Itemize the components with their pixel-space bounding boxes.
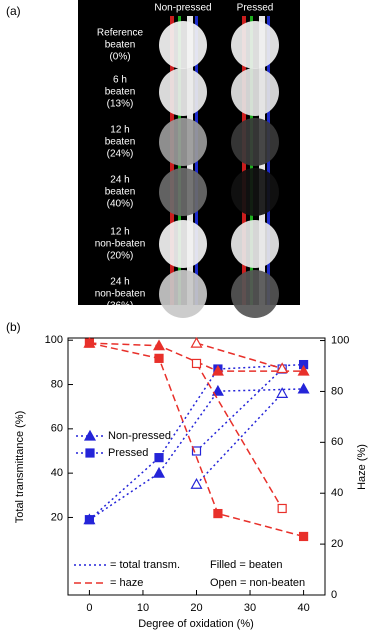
note: Filled = beaten bbox=[210, 559, 282, 571]
sample-disc bbox=[159, 118, 207, 166]
marker bbox=[276, 362, 289, 374]
row-label: non-beaten bbox=[95, 239, 146, 250]
row-label: beaten bbox=[105, 187, 136, 198]
row-label: (40%) bbox=[107, 199, 134, 210]
sample-disc bbox=[231, 168, 279, 216]
row-label: (36%) bbox=[107, 301, 134, 312]
series-line bbox=[195, 363, 283, 509]
y-tick-label: 100 bbox=[45, 334, 63, 346]
sample-disc bbox=[231, 220, 279, 268]
panel-label: (b) bbox=[6, 320, 21, 334]
y2-tick-label: 80 bbox=[331, 385, 343, 397]
series-line bbox=[89, 342, 304, 372]
note: = haze bbox=[110, 577, 143, 589]
series-line bbox=[195, 368, 283, 452]
row-label: (13%) bbox=[107, 99, 134, 110]
marker bbox=[84, 515, 95, 525]
row-label: (20%) bbox=[107, 251, 134, 262]
y2-tick-label: 60 bbox=[331, 436, 343, 448]
sample-disc bbox=[231, 68, 279, 116]
row-label: 12 h bbox=[110, 125, 129, 136]
row-label: 12 h bbox=[110, 227, 129, 238]
sample-disc bbox=[231, 21, 279, 69]
row-label: non-beaten bbox=[95, 289, 146, 300]
marker bbox=[297, 364, 310, 376]
legend-marker bbox=[83, 429, 97, 441]
x-tick-label: 10 bbox=[137, 602, 149, 614]
panel-label: (a) bbox=[6, 4, 21, 18]
row-label: (0%) bbox=[109, 52, 130, 63]
series-line bbox=[88, 388, 304, 521]
marker bbox=[190, 477, 203, 489]
marker bbox=[191, 358, 202, 369]
sample-disc bbox=[231, 270, 279, 318]
y-axis-title: Total transmittance (%) bbox=[14, 411, 26, 523]
x-tick-label: 0 bbox=[86, 602, 92, 614]
y-tick-label: 40 bbox=[51, 467, 63, 479]
y-tick-label: 60 bbox=[51, 423, 63, 435]
sample-disc bbox=[159, 21, 207, 69]
row-label: beaten bbox=[105, 40, 136, 51]
x-tick-label: 40 bbox=[297, 602, 309, 614]
sample-disc bbox=[159, 168, 207, 216]
x-tick-label: 20 bbox=[190, 602, 202, 614]
y-tick-label: 80 bbox=[51, 378, 63, 390]
series-line bbox=[88, 363, 304, 521]
sample-disc bbox=[159, 270, 207, 318]
legend-marker bbox=[85, 448, 95, 458]
marker bbox=[153, 466, 166, 478]
note: Open = non-beaten bbox=[210, 577, 305, 589]
series-line bbox=[89, 342, 304, 538]
sample-disc bbox=[231, 118, 279, 166]
marker bbox=[277, 503, 287, 514]
marker bbox=[211, 364, 224, 376]
marker bbox=[153, 339, 166, 351]
legend-label: Pressed bbox=[108, 447, 148, 459]
marker bbox=[297, 382, 310, 394]
row-label: 6 h bbox=[113, 75, 127, 86]
sample-disc bbox=[159, 220, 207, 268]
column-header: Pressed bbox=[237, 3, 274, 14]
y2-tick-label: 100 bbox=[331, 334, 349, 346]
plot-frame bbox=[67, 337, 326, 596]
marker bbox=[298, 531, 309, 542]
row-label: beaten bbox=[105, 87, 136, 98]
marker bbox=[154, 353, 164, 363]
row-label: Reference bbox=[97, 28, 144, 39]
column-header: Non-pressed bbox=[154, 3, 211, 14]
row-label: beaten bbox=[105, 137, 136, 148]
series-line bbox=[196, 342, 283, 370]
y2-tick-label: 20 bbox=[331, 538, 343, 550]
series-line bbox=[195, 392, 283, 485]
marker bbox=[191, 446, 202, 456]
y2-axis-title: Haze (%) bbox=[356, 444, 368, 490]
y2-tick-label: 40 bbox=[331, 487, 343, 499]
row-label: 24 h bbox=[110, 277, 129, 288]
y2-tick-label: 0 bbox=[331, 589, 337, 601]
legend-label: Non-pressed bbox=[108, 430, 171, 442]
marker bbox=[276, 387, 289, 398]
x-tick-label: 30 bbox=[244, 602, 256, 614]
marker bbox=[84, 338, 95, 348]
row-label: 24 h bbox=[110, 175, 129, 186]
marker bbox=[154, 453, 164, 463]
marker bbox=[211, 384, 224, 396]
sample-disc bbox=[159, 68, 207, 116]
marker bbox=[190, 336, 203, 348]
note: = total transm. bbox=[110, 559, 180, 571]
row-label: (24%) bbox=[107, 149, 134, 160]
y-tick-label: 20 bbox=[51, 511, 63, 523]
x-axis-title: Degree of oxidation (%) bbox=[138, 618, 254, 630]
marker bbox=[213, 508, 223, 519]
